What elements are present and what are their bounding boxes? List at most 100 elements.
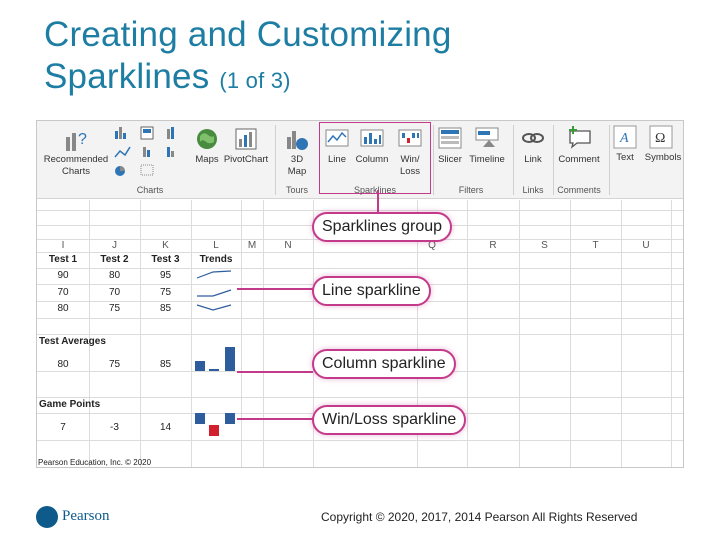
- header-test-1[interactable]: Test 1: [48, 254, 78, 265]
- image-credit: Pearson Education, Inc. © 2020: [38, 458, 152, 467]
- table-cell[interactable]: 75: [108, 303, 121, 314]
- separator: [275, 125, 276, 195]
- 3d-map-button[interactable]: 3D Map: [281, 154, 313, 178]
- symbols-button[interactable]: Symbols: [644, 152, 682, 163]
- header-test-3[interactable]: Test 3: [151, 254, 180, 265]
- column-sparkline-icon[interactable]: [360, 127, 384, 149]
- sparklines-group-callout: Sparklines group: [312, 212, 453, 242]
- insert-ribbon: ? Recommended Charts Maps Pivo: [37, 121, 683, 199]
- column-sparkline-cell[interactable]: [193, 345, 239, 373]
- slicer-icon[interactable]: [438, 127, 462, 149]
- line-sparkline-icon[interactable]: [325, 127, 349, 149]
- table-cell[interactable]: 85: [159, 303, 172, 314]
- winloss-sparkline-callout: Win/Loss sparkline: [312, 405, 467, 435]
- separator: [609, 125, 610, 195]
- column-sparkline-callout: Column sparkline: [312, 349, 456, 379]
- winloss-sparkline-icon[interactable]: [398, 127, 422, 149]
- table-cell[interactable]: 80: [108, 270, 121, 281]
- recommended-charts-button[interactable]: Recommended Charts: [41, 154, 111, 178]
- gridline: [570, 200, 571, 467]
- gridline: [671, 200, 672, 467]
- header-trends[interactable]: Trends: [199, 254, 233, 265]
- column-header[interactable]: L: [213, 240, 219, 251]
- average-cell[interactable]: 85: [159, 359, 172, 370]
- copyright-text: Copyright © 2020, 2017, 2014 Pearson All…: [321, 510, 638, 524]
- title-line-1: Creating and Customizing: [44, 15, 452, 54]
- points-cell[interactable]: 14: [159, 422, 172, 433]
- line-sparkline-2: [197, 289, 232, 297]
- gridline: [37, 334, 683, 335]
- gridline: [191, 200, 192, 467]
- slide-title: Creating and Customizing Sparklines (1 o…: [44, 14, 452, 102]
- gridline: [37, 252, 683, 253]
- link-icon[interactable]: [521, 127, 545, 149]
- slicer-button[interactable]: Slicer: [438, 154, 462, 165]
- winloss-sparkline-cell[interactable]: [193, 411, 239, 439]
- column-header[interactable]: Q: [428, 240, 436, 251]
- gridline: [621, 200, 622, 467]
- text-icon[interactable]: A: [613, 125, 637, 149]
- win-bar-3: [225, 413, 235, 424]
- column-bar-1: [195, 361, 205, 371]
- table-cell[interactable]: 70: [108, 287, 121, 298]
- column-header[interactable]: T: [592, 240, 599, 251]
- game-points-label[interactable]: Game Points: [39, 399, 101, 410]
- timeline-button[interactable]: Timeline: [469, 154, 505, 165]
- header-test-2[interactable]: Test 2: [100, 254, 129, 265]
- column-sparkline-button[interactable]: Column: [355, 154, 389, 165]
- column-header[interactable]: I: [61, 240, 65, 251]
- gridline: [140, 200, 141, 467]
- column-header[interactable]: N: [284, 240, 292, 251]
- pivotchart-icon[interactable]: [234, 127, 258, 151]
- average-cell[interactable]: 80: [57, 359, 69, 370]
- gridline: [263, 200, 264, 467]
- table-cell[interactable]: 95: [159, 270, 172, 281]
- column-header[interactable]: J: [112, 240, 117, 251]
- line-sparkline-callout: Line sparkline: [312, 276, 431, 306]
- gridline: [241, 200, 242, 467]
- maps-icon[interactable]: [195, 127, 219, 151]
- column-header[interactable]: U: [642, 240, 650, 251]
- points-cell[interactable]: -3: [110, 422, 119, 433]
- maps-button[interactable]: Maps: [195, 154, 219, 165]
- excel-screenshot: ? Recommended Charts Maps Pivo: [36, 120, 684, 468]
- points-cell[interactable]: 7: [60, 422, 66, 433]
- timeline-icon[interactable]: [475, 127, 499, 149]
- test-averages-label[interactable]: Test Averages: [39, 336, 106, 347]
- gridline: [89, 200, 90, 467]
- recommended-charts-label-2: Charts: [62, 166, 90, 177]
- column-bar-3: [225, 347, 235, 371]
- winloss-sparkline-button[interactable]: Win/ Loss: [392, 154, 428, 178]
- column-header[interactable]: K: [162, 240, 169, 251]
- column-header[interactable]: M: [247, 240, 257, 251]
- callout-leader: [237, 418, 313, 420]
- comment-icon[interactable]: [567, 125, 593, 149]
- table-cell[interactable]: 90: [57, 270, 69, 281]
- link-button[interactable]: Link: [524, 154, 542, 165]
- title-main: Sparklines: [44, 57, 210, 96]
- gridline: [37, 210, 683, 211]
- sparklines-group-highlight: [319, 122, 431, 194]
- separator: [433, 125, 434, 195]
- recommended-charts-label-1: Recommended: [43, 154, 109, 165]
- table-cell[interactable]: 75: [159, 287, 172, 298]
- svg-text:A: A: [619, 131, 629, 146]
- table-cell[interactable]: 70: [57, 287, 69, 298]
- table-cell[interactable]: 80: [57, 303, 69, 314]
- chart-type-icons[interactable]: [113, 125, 189, 179]
- comment-button[interactable]: Comment: [558, 154, 600, 165]
- winloss-label-2: Loss: [399, 166, 421, 177]
- symbols-icon[interactable]: Ω: [649, 125, 673, 149]
- comments-group-label: Comments: [557, 185, 601, 195]
- average-cell[interactable]: 75: [108, 359, 121, 370]
- 3d-map-icon[interactable]: [285, 127, 309, 153]
- column-header[interactable]: R: [489, 240, 497, 251]
- pivotchart-button[interactable]: PivotChart: [223, 154, 269, 165]
- line-sparkline-cells[interactable]: [193, 268, 239, 318]
- recommended-charts-icon[interactable]: ?: [63, 127, 89, 153]
- line-sparkline-button[interactable]: Line: [328, 154, 346, 165]
- gridline: [519, 200, 520, 467]
- svg-text:Ω: Ω: [655, 131, 665, 146]
- text-button[interactable]: Text: [616, 152, 634, 163]
- column-header[interactable]: S: [541, 240, 548, 251]
